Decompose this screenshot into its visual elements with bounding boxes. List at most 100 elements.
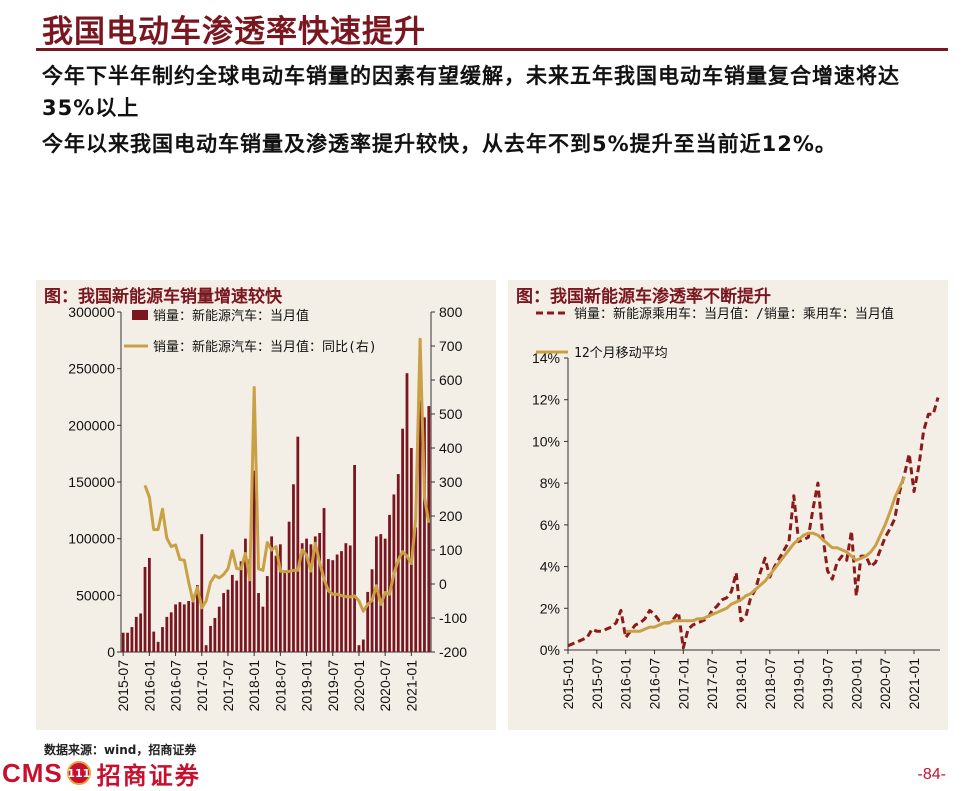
sales-bar xyxy=(156,641,160,652)
right-y-tick-label: 500 xyxy=(439,406,463,422)
legend-line-label: 销量：新能源汽车：当月值：同比(右) xyxy=(153,339,377,355)
x-tick-label: 2015-07 xyxy=(589,658,605,710)
right-y-tick-label: 600 xyxy=(439,372,463,388)
x-tick-label: 2015-01 xyxy=(560,658,576,710)
sales-bar xyxy=(313,536,317,652)
x-tick-label: 2016-01 xyxy=(141,660,157,712)
sales-bar xyxy=(161,627,164,652)
sales-bar xyxy=(169,612,173,652)
right-y-tick-label: 700 xyxy=(439,338,463,354)
x-tick-label: 2016-07 xyxy=(646,658,662,710)
sales-bar xyxy=(405,373,409,652)
sales-chart: 300000 250000 200000 150000 100000 50000 0 800 7… xyxy=(68,304,467,712)
y-tick-label: 0% xyxy=(540,642,560,658)
sales-bar xyxy=(248,559,252,652)
sales-bar xyxy=(283,570,287,652)
left-y-tick-label: 300000 xyxy=(68,304,115,320)
x-tick-label: 2020-01 xyxy=(848,658,864,710)
sales-bar xyxy=(331,560,335,652)
legend-bar-label: 销量：新能源汽车：当月值 xyxy=(153,308,309,324)
x-tick-label: 2018-01 xyxy=(733,658,749,710)
sales-bar xyxy=(191,597,195,652)
sales-bar xyxy=(278,544,282,652)
sales-bar xyxy=(427,406,431,652)
sales-bar xyxy=(287,521,291,652)
x-tick-label: 2019-01 xyxy=(299,660,315,712)
y-tick-label: 8% xyxy=(540,475,560,491)
legend-ma-label: 12个月移动平均 xyxy=(574,346,668,361)
y-tick-label: 10% xyxy=(532,433,560,449)
left-y-tick-label: 100000 xyxy=(68,531,115,547)
sales-bar xyxy=(270,536,274,652)
left-y-tick-label: 50000 xyxy=(76,587,115,603)
y-tick-label: 6% xyxy=(540,517,560,533)
sales-bar xyxy=(204,645,208,652)
x-tick-label: 2021-01 xyxy=(403,660,419,712)
sales-bar xyxy=(361,639,365,652)
sales-bar xyxy=(296,436,300,652)
right-y-tick-label: -100 xyxy=(439,610,467,626)
sales-bar xyxy=(213,618,217,652)
moving-average-line xyxy=(625,476,906,633)
sales-bar xyxy=(318,533,322,652)
sales-bar xyxy=(274,555,278,652)
right-y-tick-label: 800 xyxy=(439,304,463,320)
right-y-tick-label: 400 xyxy=(439,440,463,456)
yoy-growth-line xyxy=(143,337,431,613)
x-tick-label: 2020-07 xyxy=(377,660,393,712)
bullet-2: 今年以来我国电动车销量及渗透率提升较快，从去年不到5%提升至当前近12%。 xyxy=(42,132,837,156)
sales-bar xyxy=(244,538,247,652)
sales-bar xyxy=(292,484,295,652)
x-tick-label: 2016-01 xyxy=(618,658,634,710)
right-y-tick-label: 0 xyxy=(439,576,447,592)
sales-bar xyxy=(200,534,204,652)
x-tick-label: 2017-07 xyxy=(704,658,720,710)
sales-bar xyxy=(414,527,418,652)
title-divider xyxy=(36,48,948,51)
sales-bar xyxy=(379,534,383,652)
sales-bar xyxy=(375,536,378,652)
y-tick-label: 12% xyxy=(532,392,560,408)
penetration-chart: 14% 12% 10% 8% 6% 4% 2% 0%2015-01 2015-07 2016-01… xyxy=(532,306,940,710)
sales-bar xyxy=(353,465,356,652)
penetration-chart-panel: 14% 12% 10% 8% 6% 4% 2% 0% 2015-01 2015-07 2016-01… xyxy=(508,280,948,730)
sales-bar xyxy=(209,625,212,652)
sales-bar xyxy=(388,514,391,652)
sales-bar xyxy=(165,616,169,652)
left-y-tick-label: 200000 xyxy=(68,417,115,433)
sales-bar xyxy=(309,544,313,652)
y-tick-label: 4% xyxy=(540,559,560,575)
x-tick-label: 2020-07 xyxy=(877,658,893,710)
sales-bar xyxy=(174,604,177,652)
sales-bar xyxy=(217,606,221,652)
sales-bar xyxy=(121,632,125,652)
left-y-tick-label: 150000 xyxy=(68,474,115,490)
sales-bar xyxy=(423,417,426,652)
sales-bar xyxy=(235,580,239,652)
y-tick-label: 14% xyxy=(532,350,560,366)
logo-text: CMS xyxy=(2,757,63,788)
sales-chart-panel: 300000 250000 200000 150000 100000 50000 0 800 7… xyxy=(36,280,496,730)
right-y-tick-label: 200 xyxy=(439,508,463,524)
x-tick-label: 2019-07 xyxy=(325,660,341,712)
sales-bar xyxy=(340,551,343,652)
y-tick-label: 2% xyxy=(540,600,560,616)
x-tick-label: 2018-07 xyxy=(762,658,778,710)
sales-bar xyxy=(348,545,352,652)
x-tick-label: 2017-01 xyxy=(194,660,210,712)
legend-bar-swatch xyxy=(132,310,148,320)
penetration-rate-line xyxy=(567,397,940,650)
sales-bar xyxy=(370,569,374,652)
x-tick-label: 2021-01 xyxy=(906,658,922,710)
sales-bar xyxy=(418,400,422,652)
bullet-list: 今年下半年制约全球电动车销量的因素有望缓解，未来五年我国电动车销量复合增速将达3… xyxy=(42,60,942,164)
sales-bar xyxy=(226,589,230,652)
sales-bar xyxy=(143,567,147,652)
right-y-tick-label: 100 xyxy=(439,542,463,558)
sales-bar xyxy=(305,538,308,652)
legend-dashed-label: 销量：新能源乘用车：当月值：/销量：乘用车：当月值 xyxy=(574,306,894,322)
sales-bar xyxy=(265,576,269,652)
sales-chart-title: 图：我国新能源车销量增速较快 xyxy=(44,287,282,307)
sales-bar xyxy=(300,543,304,652)
right-y-tick-label: -200 xyxy=(439,644,467,660)
